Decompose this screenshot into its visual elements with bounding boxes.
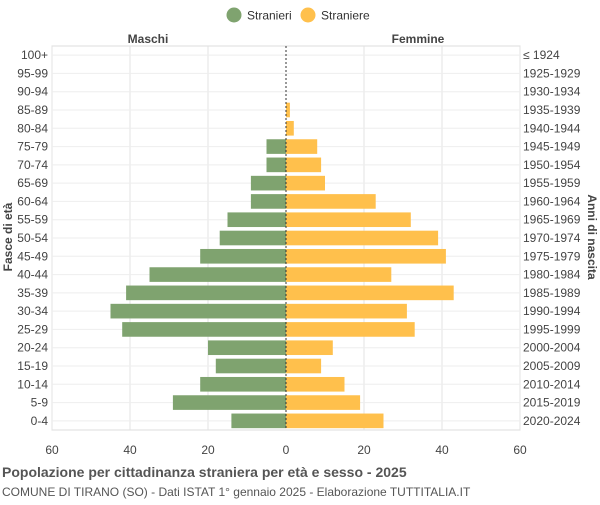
birth-year-label: 1960-1964: [523, 194, 581, 208]
age-band-label: 10-14: [17, 377, 48, 391]
bar-stranieri: [266, 157, 286, 173]
age-band-label: 50-54: [17, 231, 48, 245]
birth-year-label: ≤ 1924: [523, 48, 560, 62]
bar-stranieri: [200, 248, 286, 264]
right-header-femmine: Femmine: [392, 32, 445, 46]
labels-layer: 60 40 20 0 20 40 60 100+ ≤ 1924 95-99 1925-1929 90-…: [17, 48, 580, 457]
bar-straniere: [286, 376, 345, 392]
age-band-label: 15-19: [17, 359, 48, 373]
bar-straniere: [286, 139, 318, 154]
bar-stranieri: [250, 194, 286, 209]
birth-year-label: 2015-2019: [523, 396, 581, 410]
birth-year-label: 1925-1929: [523, 66, 581, 80]
birth-year-label: 1945-1949: [523, 140, 581, 154]
bar-straniere: [286, 267, 392, 282]
birth-year-label: 2020-2024: [523, 414, 581, 428]
bar-straniere: [286, 358, 322, 374]
bar-stranieri: [219, 230, 286, 246]
bar-straniere: [286, 322, 415, 337]
birth-year-label: 1990-1994: [523, 304, 581, 318]
birth-year-label: 2010-2014: [523, 377, 581, 391]
bar-stranieri: [172, 395, 286, 410]
age-band-label: 70-74: [17, 158, 48, 172]
legend-swatch-straniere: [300, 7, 316, 23]
birth-year-label: 1930-1934: [523, 85, 581, 99]
birth-year-label: 1970-1974: [523, 231, 581, 245]
bar-straniere: [286, 212, 411, 228]
bar-straniere: [286, 395, 361, 410]
age-band-label: 30-34: [17, 304, 48, 318]
bar-straniere: [286, 120, 294, 136]
bar-stranieri: [215, 358, 286, 374]
birth-year-label: 1975-1979: [523, 249, 581, 263]
birth-year-label: 1935-1939: [523, 103, 581, 117]
age-band-label: 55-59: [17, 213, 48, 227]
birth-year-label: 2000-2004: [523, 341, 581, 355]
age-band-label: 90-94: [17, 85, 48, 99]
bar-straniere: [286, 248, 446, 264]
age-band-label: 80-84: [17, 121, 48, 135]
age-band-label: 95-99: [17, 66, 48, 80]
age-band-label: 75-79: [17, 140, 48, 154]
legend-label-straniere: Straniere: [321, 9, 370, 23]
bar-stranieri: [110, 303, 286, 319]
age-band-label: 20-24: [17, 341, 48, 355]
birth-year-label: 1950-1954: [523, 158, 581, 172]
birth-year-label: 1980-1984: [523, 268, 581, 282]
age-band-label: 45-49: [17, 249, 48, 263]
birth-year-label: 1955-1959: [523, 176, 581, 190]
bar-stranieri: [227, 212, 286, 228]
age-band-label: 0-4: [31, 414, 49, 428]
chart-subtitle: COMUNE DI TIRANO (SO) - Dati ISTAT 1° ge…: [2, 485, 471, 499]
birth-year-label: 1995-1999: [523, 322, 581, 336]
bar-stranieri: [231, 413, 286, 429]
bar-straniere: [286, 413, 384, 429]
bar-stranieri: [266, 139, 286, 154]
x-tick-label: 40: [435, 443, 449, 457]
y-axis-title-right: Anni di nascita: [585, 194, 599, 280]
bar-straniere: [286, 157, 322, 173]
age-band-label: 65-69: [17, 176, 48, 190]
x-tick-label: 40: [123, 443, 137, 457]
age-band-label: 35-39: [17, 286, 48, 300]
age-band-label: 25-29: [17, 322, 48, 336]
legend-swatch-stranieri: [226, 7, 242, 23]
bar-straniere: [286, 230, 439, 246]
bar-straniere: [286, 340, 333, 356]
age-band-label: 5-9: [31, 396, 49, 410]
x-tick-label: 60: [45, 443, 59, 457]
bar-straniere: [286, 102, 290, 118]
birth-year-label: 1965-1969: [523, 213, 581, 227]
chart-title: Popolazione per cittadinanza straniera p…: [2, 464, 407, 480]
x-tick-label: 20: [357, 443, 371, 457]
bar-straniere: [286, 303, 407, 319]
legend-label-stranieri: Stranieri: [247, 9, 292, 23]
bars-layer: [110, 46, 454, 430]
age-band-label: 40-44: [17, 268, 48, 282]
left-header-maschi: Maschi: [128, 32, 169, 46]
x-tick-label: 0: [283, 443, 290, 457]
birth-year-label: 1940-1944: [523, 121, 581, 135]
x-tick-label: 60: [513, 443, 527, 457]
bar-stranieri: [122, 322, 286, 337]
bar-stranieri: [149, 267, 286, 282]
bar-stranieri: [200, 376, 286, 392]
birth-year-label: 1985-1989: [523, 286, 581, 300]
x-tick-label: 20: [201, 443, 215, 457]
bar-straniere: [286, 194, 376, 209]
y-axis-title-left: Fasce di età: [1, 202, 15, 271]
legend: Stranieri Straniere: [226, 7, 370, 23]
bar-straniere: [286, 175, 325, 191]
age-band-label: 100+: [21, 48, 48, 62]
age-band-label: 85-89: [17, 103, 48, 117]
bar-stranieri: [250, 175, 286, 191]
bar-stranieri: [208, 340, 286, 356]
birth-year-label: 2005-2009: [523, 359, 581, 373]
bar-straniere: [286, 285, 454, 301]
age-band-label: 60-64: [17, 194, 48, 208]
bar-stranieri: [126, 285, 286, 301]
